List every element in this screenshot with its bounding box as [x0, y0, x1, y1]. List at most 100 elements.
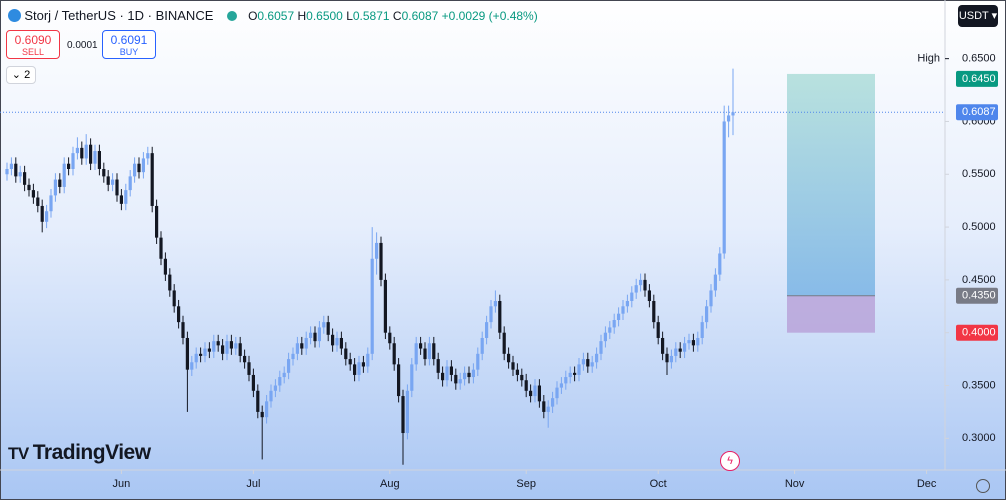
candle-body — [405, 390, 409, 434]
logo: TV TradingView — [8, 441, 151, 465]
candle-body — [80, 147, 84, 159]
x-tick-label: Oct — [650, 478, 667, 490]
candle-body — [586, 359, 590, 367]
candle-body — [322, 322, 326, 328]
candle-body — [599, 341, 603, 354]
candle-body — [102, 168, 106, 177]
candle-body — [502, 332, 506, 354]
c-value: 0.6087 — [401, 9, 439, 23]
candle-body — [493, 301, 497, 307]
candle-body — [269, 390, 273, 402]
candle-body — [489, 306, 493, 323]
candle-body — [375, 242, 379, 259]
candle-body — [291, 353, 295, 360]
candle-body — [700, 322, 704, 338]
candle-body — [36, 197, 40, 206]
candle-body — [577, 364, 581, 375]
candle-body — [397, 364, 401, 397]
candle-body — [234, 343, 238, 349]
candle-body — [661, 337, 665, 354]
candle-body — [278, 377, 282, 386]
l-label: L — [346, 9, 353, 23]
candle-body — [14, 163, 18, 177]
candle-body — [133, 163, 137, 177]
market-status — [226, 11, 237, 21]
candle-body — [454, 374, 458, 384]
x-tick-label: Sep — [516, 478, 536, 490]
candle-body — [573, 372, 577, 375]
sell-button[interactable]: 0.6090 SELL — [6, 30, 60, 59]
candle-body — [353, 364, 357, 375]
candle-body — [124, 190, 128, 204]
candle-body — [212, 341, 216, 352]
candle-body — [317, 327, 321, 342]
candle-body — [115, 179, 119, 196]
events-icon[interactable]: ϟ — [720, 451, 740, 471]
x-tick-label: Dec — [917, 478, 937, 490]
candle-body — [155, 205, 159, 238]
entry-label: 0.4350 — [962, 290, 996, 302]
indicators-toggle[interactable]: ⌄ 2 — [6, 66, 36, 84]
candle-body — [718, 253, 722, 275]
candle-body — [111, 179, 115, 185]
candle-body — [449, 366, 453, 375]
candle-body — [71, 153, 75, 169]
y-tick-label: 0.3000 — [962, 432, 996, 444]
candle-body — [436, 359, 440, 373]
candle-body — [476, 353, 480, 370]
symbol[interactable]: Storj / TetherUS · 1D · BINANCE — [24, 8, 214, 23]
candle-body — [27, 184, 31, 191]
candle-body — [458, 379, 462, 384]
high-label: High — [917, 53, 940, 65]
candle-body — [45, 211, 49, 222]
candle-body — [168, 274, 172, 291]
buy-button[interactable]: 0.6091 BUY — [102, 30, 156, 59]
candle-body — [348, 359, 352, 365]
candle-body — [216, 341, 220, 346]
candle-body — [625, 301, 629, 307]
settings-icon[interactable] — [976, 479, 990, 493]
currency-button[interactable]: USDT ▾ — [958, 5, 998, 27]
candle-body — [555, 387, 559, 399]
candle-body — [146, 153, 150, 159]
candle-body — [529, 390, 533, 397]
candle-body — [498, 301, 502, 333]
candle-body — [238, 343, 242, 356]
candle-body — [524, 380, 528, 391]
candle-body — [300, 343, 304, 349]
candle-body — [683, 343, 687, 352]
indicator-count: 2 — [24, 69, 31, 81]
candle-body — [709, 290, 713, 307]
candle-body — [445, 366, 449, 381]
candle-body — [106, 176, 110, 185]
candle-body — [674, 348, 678, 356]
candle-body — [647, 290, 651, 302]
candle-body — [190, 362, 194, 370]
candle-body — [163, 258, 167, 275]
high-value: 0.6500 — [962, 53, 996, 65]
candle-body — [185, 337, 189, 370]
candle-body — [612, 320, 616, 328]
candle-body — [551, 398, 555, 407]
candle-body — [559, 383, 563, 388]
candle-body — [639, 279, 643, 286]
candle-body — [181, 322, 185, 338]
candle-body — [339, 337, 343, 349]
candle-body — [5, 168, 9, 175]
candle-body — [97, 151, 101, 169]
candle-body — [669, 355, 673, 363]
entry-tag — [956, 287, 998, 304]
candle-body — [590, 362, 594, 367]
candle-body — [603, 332, 607, 342]
last-price-label: 0.6087 — [962, 106, 996, 118]
candle-body — [630, 292, 634, 302]
h-label: H — [297, 9, 307, 23]
candle-body — [507, 353, 511, 363]
candle-body — [67, 163, 71, 169]
candle-body — [727, 115, 731, 122]
candle-body — [652, 301, 656, 323]
candle-body — [58, 179, 62, 187]
sell-label: SELL — [21, 47, 45, 57]
candle-body — [533, 385, 537, 397]
candle-body — [9, 163, 13, 169]
